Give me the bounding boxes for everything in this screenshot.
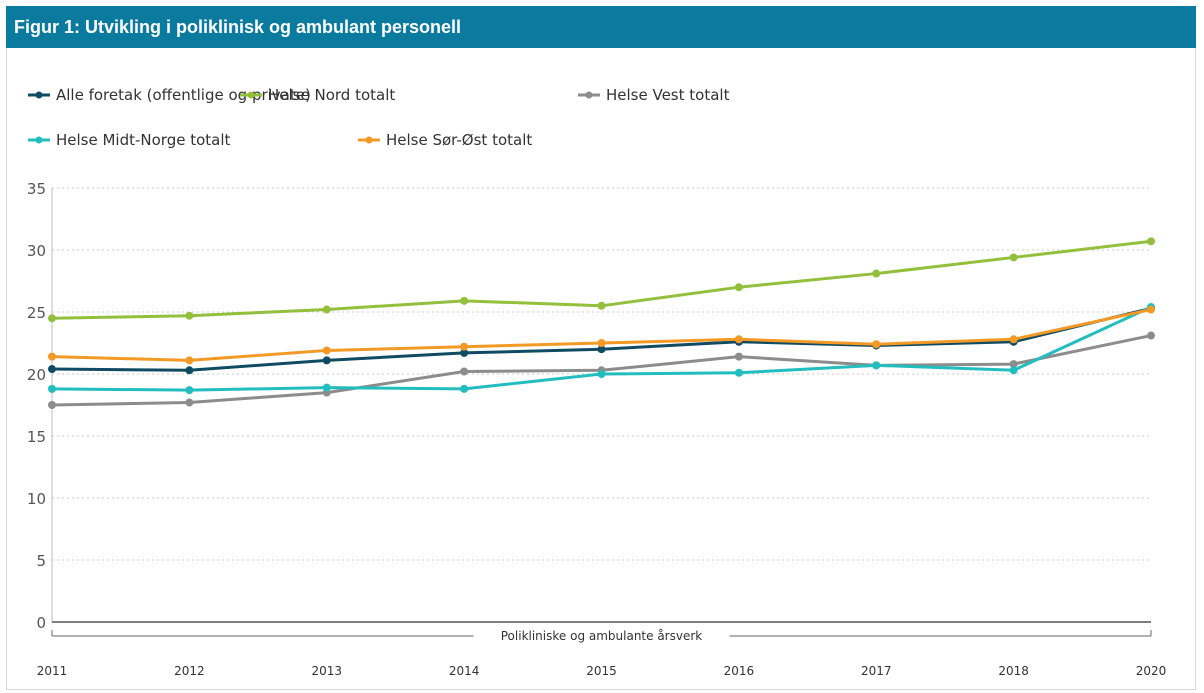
data-point[interactable]	[48, 314, 56, 323]
legend-item-alle-foretak-offentlige-og-private: Alle foretak (offentlige og private)	[28, 86, 311, 104]
data-point[interactable]	[185, 311, 194, 320]
data-point[interactable]	[322, 346, 331, 355]
legend-item-helse-s-r-st-totalt: Helse Sør-Øst totalt	[358, 131, 532, 149]
data-point[interactable]	[48, 401, 56, 409]
data-point[interactable]	[1009, 253, 1018, 262]
data-point[interactable]	[734, 368, 743, 377]
data-point[interactable]	[597, 370, 606, 378]
x-tick-label: 2020	[1136, 664, 1167, 678]
data-point[interactable]	[322, 356, 331, 365]
data-point[interactable]	[322, 383, 331, 392]
x-axis: Polikliniske og ambulante årsverk 2011 20…	[37, 621, 1167, 678]
legend-label: Helse Nord totalt	[268, 86, 395, 104]
y-axis: 0 5 10 15 20 25 30 35	[27, 180, 53, 632]
data-point[interactable]	[734, 283, 743, 292]
data-point[interactable]	[48, 384, 56, 393]
data-point[interactable]	[460, 348, 469, 357]
data-point[interactable]	[734, 335, 743, 344]
x-tick-label: 2013	[311, 664, 342, 678]
x-tick-label: 2015	[586, 664, 617, 678]
y-tick-label: 10	[27, 490, 46, 508]
data-point[interactable]	[185, 386, 194, 395]
data-point[interactable]	[597, 301, 606, 310]
series-helse-s-r-st-totalt	[48, 305, 1155, 365]
data-point[interactable]	[1147, 331, 1155, 340]
data-point[interactable]	[460, 367, 469, 376]
x-tick-label: 2017	[861, 664, 892, 678]
data-point[interactable]	[734, 352, 743, 361]
data-point[interactable]	[1009, 360, 1018, 369]
data-point[interactable]	[1009, 335, 1018, 344]
y-tick-label: 20	[27, 366, 46, 384]
legend-swatch-marker	[585, 91, 593, 99]
data-point[interactable]	[185, 366, 194, 375]
data-point[interactable]	[872, 269, 881, 278]
data-point[interactable]	[872, 340, 881, 349]
x-tick-label: 2014	[449, 664, 480, 678]
gridlines	[52, 187, 1151, 561]
x-tick-label: 2011	[37, 664, 68, 678]
data-point[interactable]	[460, 342, 469, 351]
legend-label: Helse Midt-Norge totalt	[56, 131, 231, 149]
y-tick-label: 25	[27, 304, 46, 322]
legend-label: Helse Vest totalt	[606, 86, 730, 104]
data-point[interactable]	[1147, 237, 1155, 246]
data-point[interactable]	[1147, 305, 1155, 314]
legend-swatch-marker	[365, 136, 373, 144]
data-point[interactable]	[597, 339, 606, 347]
data-point[interactable]	[597, 345, 606, 354]
legend-swatch-marker	[247, 91, 255, 99]
legend-item-helse-vest-totalt: Helse Vest totalt	[578, 86, 730, 104]
legend-item-helse-midt-norge-totalt: Helse Midt-Norge totalt	[28, 131, 231, 149]
series-lines	[48, 237, 1155, 409]
data-point[interactable]	[48, 365, 56, 374]
legend-label: Helse Sør-Øst totalt	[386, 131, 532, 149]
legend: Alle foretak (offentlige og private)Hels…	[28, 86, 730, 149]
data-point[interactable]	[185, 356, 194, 365]
chart-title: Figur 1: Utvikling i poliklinisk og ambu…	[6, 6, 1196, 48]
y-tick-label: 5	[36, 552, 46, 570]
x-axis-title: Polikliniske og ambulante årsverk	[501, 629, 703, 643]
legend-swatch-marker	[35, 136, 43, 144]
data-point[interactable]	[48, 352, 56, 361]
legend-label: Alle foretak (offentlige og private)	[56, 86, 311, 104]
x-tick-label: 2018	[998, 664, 1029, 678]
data-point[interactable]	[1009, 366, 1018, 375]
data-point[interactable]	[460, 296, 469, 305]
data-point[interactable]	[460, 384, 469, 393]
legend-swatch-marker	[35, 91, 43, 99]
y-tick-label: 15	[27, 428, 46, 446]
y-tick-label: 0	[36, 614, 46, 632]
data-point[interactable]	[872, 361, 881, 370]
data-point[interactable]	[185, 398, 194, 407]
y-tick-label: 35	[27, 180, 46, 198]
y-tick-label: 30	[27, 242, 46, 260]
legend-item-helse-nord-totalt: Helse Nord totalt	[240, 86, 395, 104]
series-helse-nord-totalt	[48, 237, 1155, 323]
data-point[interactable]	[322, 305, 331, 314]
x-tick-label: 2016	[724, 664, 755, 678]
x-tick-label: 2012	[174, 664, 205, 678]
